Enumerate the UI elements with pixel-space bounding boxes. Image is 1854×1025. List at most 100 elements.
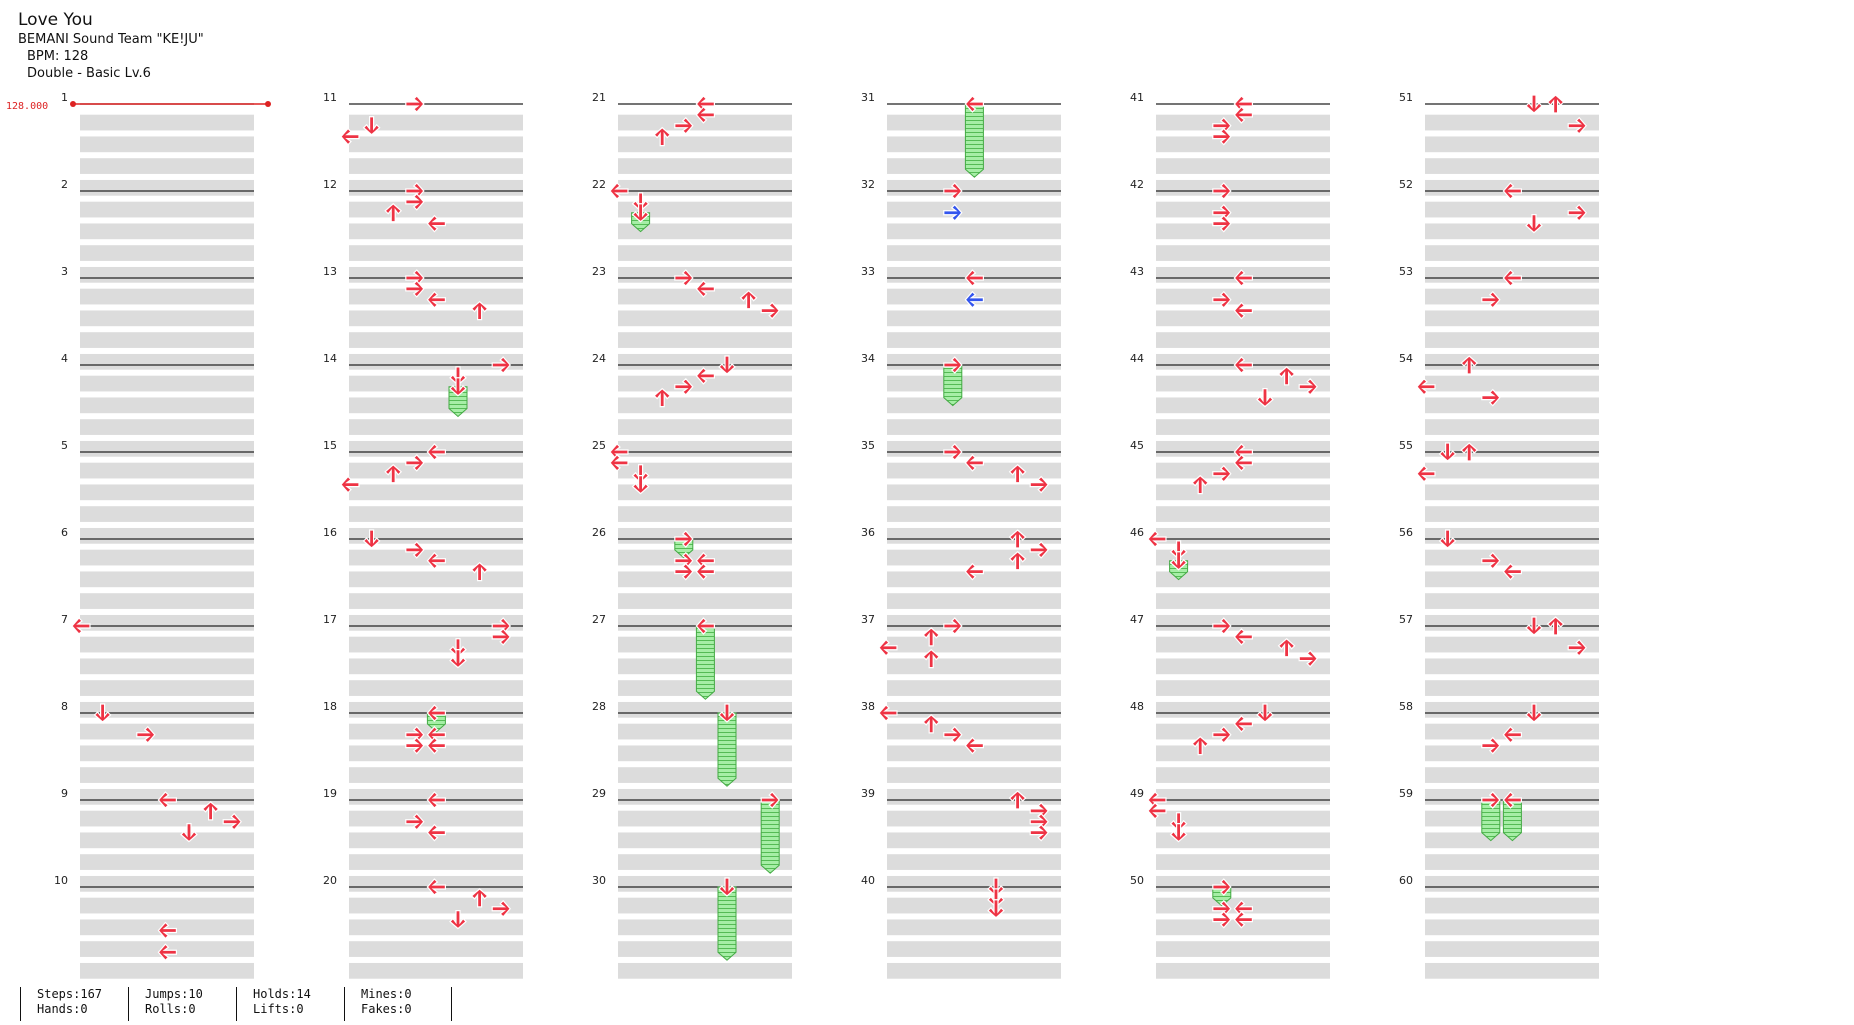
step-arrow: [1169, 551, 1188, 571]
step-arrow: [1029, 475, 1049, 494]
beat-band: [1156, 832, 1330, 849]
beat-band: [349, 397, 523, 414]
beat-band: [887, 897, 1061, 914]
beat-band: [887, 832, 1061, 849]
beat-band: [887, 875, 1061, 892]
beat-band: [618, 245, 792, 261]
bpm-marker-end: [265, 101, 271, 107]
beat-band: [1156, 549, 1330, 566]
beat-band: [349, 788, 523, 805]
step-arrow: [426, 214, 446, 233]
beat-band: [887, 854, 1061, 870]
measure-number: 10: [54, 874, 68, 887]
measure-number: 58: [1399, 700, 1413, 713]
measure-number: 11: [323, 91, 337, 104]
beat-band: [80, 310, 254, 327]
step-arrow: [1546, 616, 1565, 636]
measure-number: 54: [1399, 352, 1413, 365]
beat-band: [887, 941, 1061, 957]
step-arrow: [340, 127, 360, 146]
step-arrow: [157, 921, 177, 940]
step-arrow: [1169, 823, 1188, 843]
beat-band: [1425, 919, 1599, 936]
step-arrow: [1481, 736, 1501, 755]
step-arrow: [491, 356, 511, 374]
beat-band: [887, 571, 1061, 588]
hold-note: [717, 886, 737, 961]
step-arrow: [93, 703, 112, 723]
step-arrow: [987, 877, 1005, 897]
step-arrow: [1212, 127, 1232, 146]
step-arrow: [1191, 474, 1210, 495]
beat-band: [887, 245, 1061, 261]
beat-band: [618, 701, 792, 718]
measure-number: 25: [592, 439, 606, 452]
beat-band: [80, 571, 254, 588]
beat-band: [887, 788, 1061, 805]
step-arrow: [470, 300, 489, 321]
step-arrow: [157, 943, 177, 962]
measure-number: 4: [61, 352, 68, 365]
step-arrow: [1212, 617, 1232, 635]
step-arrow: [631, 464, 650, 484]
step-arrow: [136, 725, 156, 744]
beat-band: [1425, 288, 1599, 305]
step-arrow: [695, 617, 716, 635]
step-arrow: [426, 878, 446, 896]
beat-band: [1156, 701, 1330, 718]
step-arrow: [674, 269, 694, 287]
measure-number: 5: [61, 439, 68, 452]
measure-number: 34: [861, 352, 875, 365]
beat-band: [1425, 506, 1599, 522]
step-arrow: [426, 791, 446, 809]
step-arrow: [1502, 269, 1523, 287]
beat-band: [618, 179, 792, 196]
beat-band: [618, 136, 792, 153]
step-arrow: [1008, 790, 1027, 810]
measure-number: 31: [861, 91, 875, 104]
beat-band: [349, 614, 523, 631]
beat-band: [80, 375, 254, 392]
beat-band: [618, 506, 792, 522]
step-arrow: [943, 356, 963, 374]
step-arrow: [426, 823, 446, 842]
beat-band: [80, 158, 254, 174]
beat-band: [349, 658, 523, 675]
measure-number: 9: [61, 787, 68, 800]
step-arrow: [1008, 463, 1027, 484]
step-arrow: [426, 290, 446, 309]
measure-number: 22: [592, 178, 606, 191]
step-arrow: [426, 551, 446, 570]
step-arrow: [449, 649, 467, 669]
step-arrow: [405, 279, 425, 298]
step-arrow: [1147, 801, 1167, 820]
step-arrow: [157, 791, 177, 809]
beat-band: [1156, 767, 1330, 783]
beat-band: [887, 223, 1061, 240]
step-arrow: [760, 301, 780, 320]
beat-band: [1425, 549, 1599, 566]
beat-band: [1156, 680, 1330, 696]
beat-band: [349, 745, 523, 762]
step-arrow: [653, 387, 672, 408]
step-arrow: [1481, 551, 1501, 570]
beat-band: [349, 245, 523, 261]
step-arrow: [943, 617, 963, 635]
measure-number: 20: [323, 874, 337, 887]
stat-fakes: Fakes:0: [361, 1002, 412, 1016]
bpm-change-label: 128.000: [6, 101, 48, 112]
beat-band: [618, 440, 792, 457]
beat-band: [349, 701, 523, 718]
beat-band: [80, 223, 254, 240]
beat-band: [349, 201, 523, 218]
hold-note: [695, 625, 715, 700]
beat-band: [80, 767, 254, 783]
measure-number: 15: [323, 439, 337, 452]
beat-band: [1425, 962, 1599, 979]
step-arrow: [470, 888, 489, 908]
step-arrow: [695, 105, 716, 124]
beat-band: [1156, 854, 1330, 870]
step-arrow: [922, 714, 941, 734]
measure-number: 23: [592, 265, 606, 278]
step-arrow: [384, 202, 403, 223]
